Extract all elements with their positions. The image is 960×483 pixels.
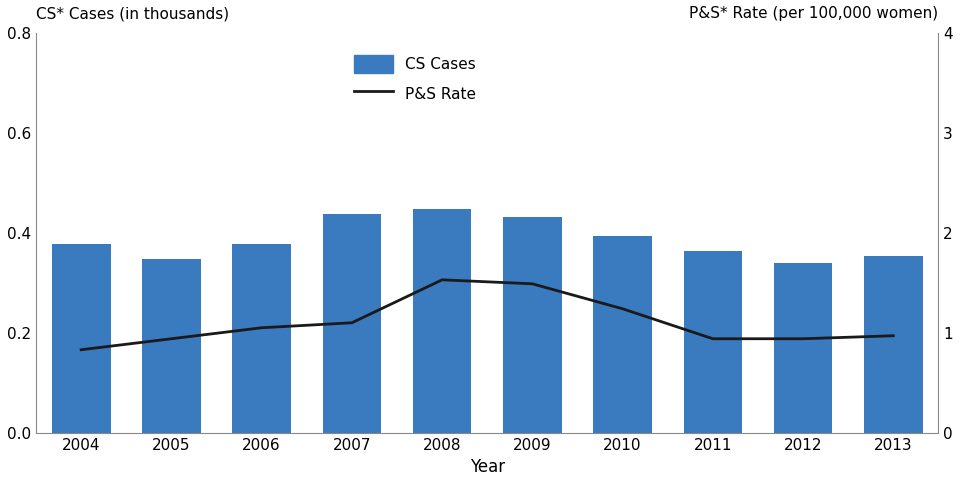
Bar (142, 259, 201, 433)
Bar (503, 217, 562, 433)
Bar (593, 236, 652, 433)
Bar (684, 251, 742, 433)
X-axis label: Year: Year (469, 458, 505, 476)
Bar (52, 244, 110, 433)
Bar (413, 210, 471, 433)
Text: CS* Cases (in thousands): CS* Cases (in thousands) (36, 6, 229, 21)
Bar (864, 256, 923, 433)
Bar (323, 214, 381, 433)
Text: P&S* Rate (per 100,000 women): P&S* Rate (per 100,000 women) (689, 6, 939, 21)
Legend: CS Cases, P&S Rate: CS Cases, P&S Rate (348, 49, 482, 109)
Bar (232, 244, 291, 433)
Bar (774, 263, 832, 433)
